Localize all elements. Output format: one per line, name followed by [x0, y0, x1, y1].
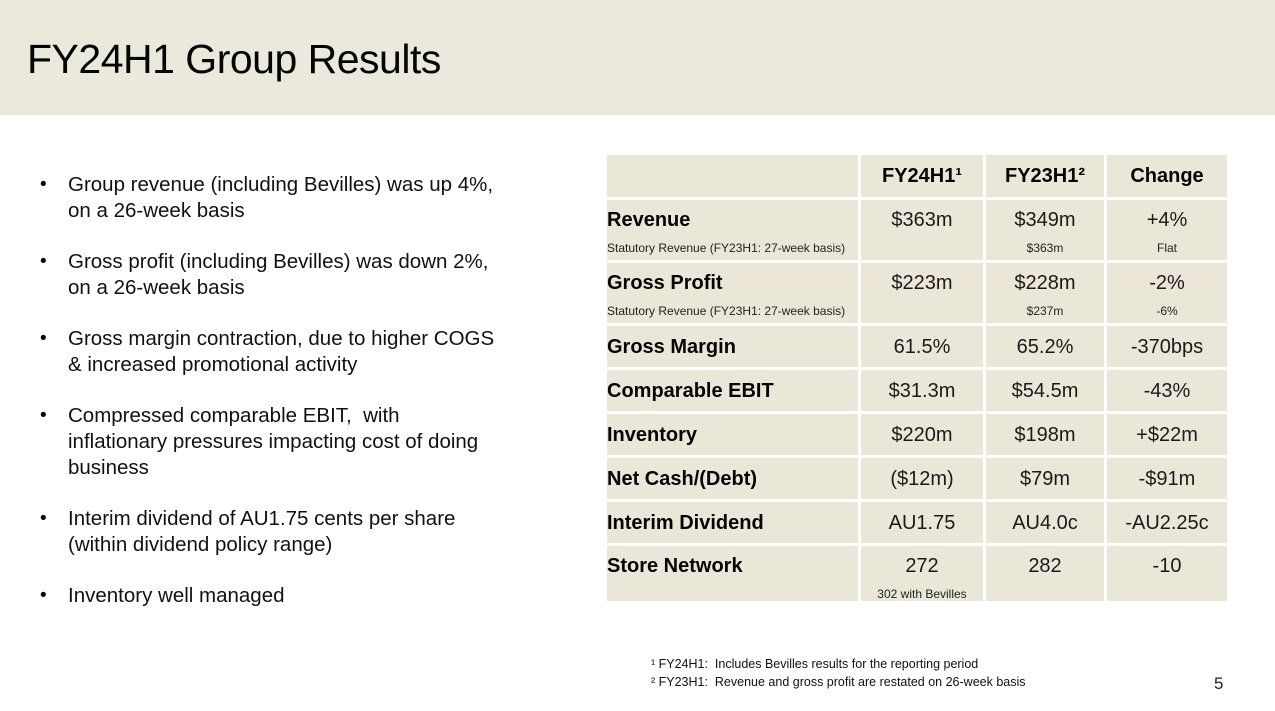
cell-value: $363m — [891, 209, 953, 231]
cell-value: -2% — [1149, 272, 1185, 294]
bullet-item: • Compressed comparable EBIT, with infla… — [40, 403, 545, 481]
bullet-item: • Group revenue (including Bevilles) was… — [40, 172, 545, 224]
cell-value: $349m — [1014, 209, 1076, 231]
bullet-marker: • — [40, 585, 47, 606]
row-label: Inventory — [607, 423, 698, 446]
cell-value: -10 — [1152, 555, 1182, 577]
bullet-marker: • — [40, 251, 47, 272]
table-row-comparable-ebit: Comparable EBIT $31.3m $54.5m -43% — [607, 370, 1227, 411]
table-row-interim-dividend: Interim Dividend AU1.75 AU4.0c -AU2.25c — [607, 502, 1227, 543]
results-table: FY24H1¹ FY23H1² Change Revenue Statutory… — [604, 152, 1230, 604]
bullet-text: Gross profit (including Bevilles) was do… — [68, 250, 489, 299]
cell-value: $31.3m — [888, 379, 956, 402]
footnote-fy24h1: ¹ FY24H1: Includes Bevilles results for … — [651, 657, 979, 671]
cell-subvalue: Flat — [1156, 241, 1177, 255]
group-results-table: FY24H1¹ FY23H1² Change Revenue Statutory… — [604, 152, 1230, 604]
row-label: Interim Dividend — [607, 511, 764, 534]
cell-value: 65.2% — [1016, 335, 1074, 358]
cell-subvalue: $237m — [1026, 304, 1064, 318]
cell-value: $198m — [1014, 423, 1076, 446]
row-label: Gross Margin — [607, 335, 736, 358]
cell-value: -370bps — [1130, 335, 1204, 358]
footnote-fy23h1: ² FY23H1: Revenue and gross profit are r… — [651, 675, 1026, 689]
cell-subvalue: $363m — [1026, 241, 1064, 255]
header-cell-change: Change — [1107, 155, 1227, 197]
cell-value: $223m — [891, 272, 953, 294]
cell-value: -43% — [1143, 379, 1191, 402]
cell-value: $220m — [891, 423, 953, 446]
cell-value: AU1.75 — [888, 511, 956, 534]
header-cell-fy24h1: FY24H1¹ — [861, 155, 983, 197]
row-label: Comparable EBIT — [607, 379, 774, 402]
row-sublabel: Statutory Revenue (FY23H1: 27-week basis… — [607, 241, 846, 255]
cell-value: +4% — [1146, 209, 1188, 231]
table-row-revenue: Revenue Statutory Revenue (FY23H1: 27-we… — [607, 200, 1227, 260]
cell-value: 61.5% — [893, 335, 951, 358]
cell-value: ($12m) — [890, 467, 954, 490]
page-number: 5 — [1214, 674, 1224, 693]
row-label: Gross Profit — [607, 272, 723, 294]
cell-value: $228m — [1014, 272, 1076, 294]
bullet-text: Interim dividend of AU1.75 cents per sha… — [68, 507, 456, 556]
cell-value: 282 — [1028, 555, 1062, 577]
table-row-store-network: Store Network 272 302 with Bevilles 282 … — [607, 546, 1227, 601]
table-row-inventory: Inventory $220m $198m +$22m — [607, 414, 1227, 455]
bullet-item: • Interim dividend of AU1.75 cents per s… — [40, 506, 545, 558]
cell-value: $79m — [1019, 467, 1071, 490]
bullet-item: • Gross margin contraction, due to highe… — [40, 326, 545, 378]
header-cell-blank — [607, 155, 858, 197]
cell-value: -AU2.25c — [1125, 511, 1209, 534]
footnotes: ¹ FY24H1: Includes Bevilles results for … — [651, 655, 1026, 691]
bullet-text: Group revenue (including Bevilles) was u… — [68, 173, 494, 222]
cell-subvalue: 302 with Bevilles — [877, 587, 967, 601]
bullet-item: • Gross profit (including Bevilles) was … — [40, 249, 545, 301]
cell-subvalue: -6% — [1156, 304, 1178, 318]
bullet-text: Inventory well managed — [68, 584, 285, 607]
cell-value: +$22m — [1136, 423, 1198, 446]
table-row-gross-profit: Gross Profit Statutory Revenue (FY23H1: … — [607, 263, 1227, 323]
bullet-text: Compressed comparable EBIT, with inflati… — [68, 404, 479, 479]
bullet-marker: • — [40, 328, 47, 349]
bullet-list: • Group revenue (including Bevilles) was… — [40, 172, 545, 634]
row-label: Revenue — [607, 209, 691, 231]
row-label: Store Network — [607, 555, 743, 577]
header-cell-fy23h1: FY23H1² — [986, 155, 1104, 197]
title-band — [0, 0, 1275, 115]
cell-value: $54.5m — [1011, 379, 1079, 402]
table-row-net-cash-debt: Net Cash/(Debt) ($12m) $79m -$91m — [607, 458, 1227, 499]
bullet-marker: • — [40, 174, 47, 195]
row-sublabel: Statutory Revenue (FY23H1: 27-week basis… — [607, 304, 846, 318]
bullet-text: Gross margin contraction, due to higher … — [68, 327, 495, 376]
bullet-marker: • — [40, 508, 47, 529]
bullet-marker: • — [40, 405, 47, 426]
bullet-item: • Inventory well managed — [40, 583, 545, 609]
cell-value: 272 — [905, 555, 939, 577]
slide-title: FY24H1 Group Results — [27, 36, 441, 82]
table-row-gross-margin: Gross Margin 61.5% 65.2% -370bps — [607, 326, 1227, 367]
table-header-row: FY24H1¹ FY23H1² Change — [607, 155, 1227, 197]
cell-value: AU4.0c — [1012, 511, 1078, 534]
row-label: Net Cash/(Debt) — [607, 467, 758, 490]
cell-value: -$91m — [1138, 467, 1196, 490]
